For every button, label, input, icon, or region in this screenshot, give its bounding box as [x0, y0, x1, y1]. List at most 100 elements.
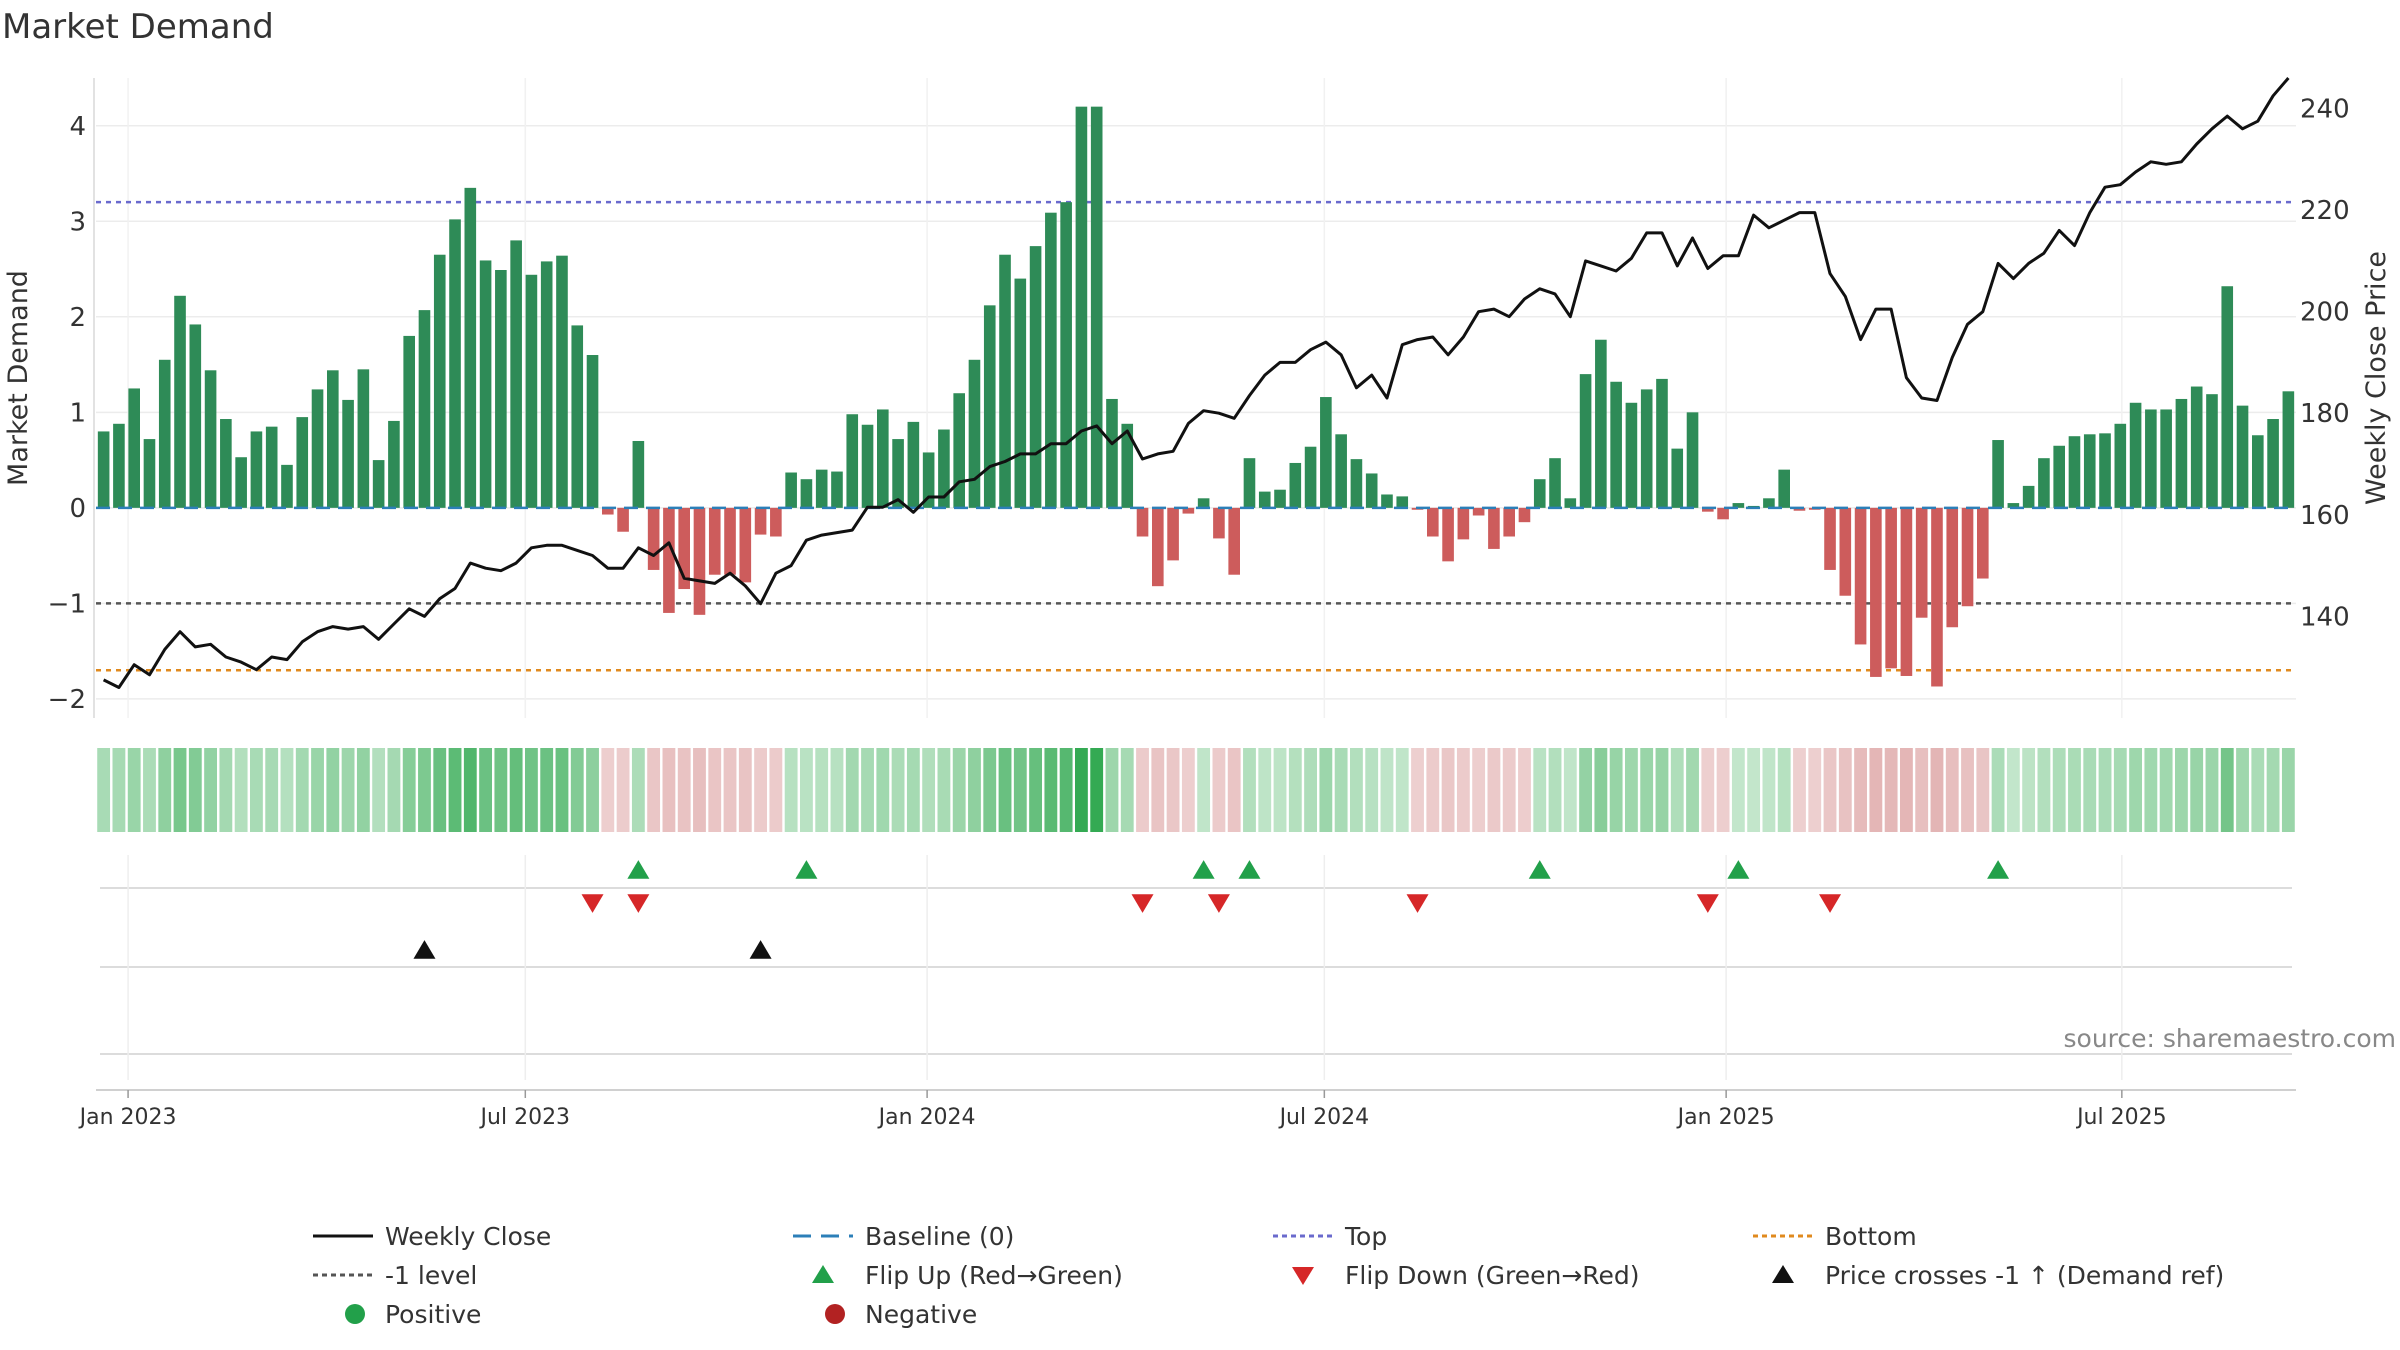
heat-cell	[2190, 748, 2204, 832]
demand-bar	[327, 370, 339, 508]
heat-cell	[204, 748, 217, 832]
demand-bar	[800, 479, 813, 508]
demand-bar	[2038, 458, 2050, 508]
legend-swatch-triangle-down	[1292, 1267, 1314, 1285]
heat-cell	[1227, 748, 1241, 832]
demand-bar	[708, 507, 721, 575]
heat-cell	[1716, 748, 1730, 832]
legend-item: Price crosses -1 ↑ (Demand ref)	[1772, 1261, 2224, 1290]
demand-bar	[1549, 458, 1561, 508]
y2-tick-label: 240	[2300, 94, 2350, 124]
heat-cell	[341, 748, 355, 832]
heat-cell	[2022, 748, 2036, 832]
demand-bar	[525, 274, 538, 508]
y2-axis-ticks: 240 220 200 180 160 140	[2300, 94, 2350, 632]
heat-cell	[1548, 748, 1562, 832]
heat-cell	[1365, 748, 1379, 832]
demand-bar	[754, 507, 767, 535]
heat-cell	[2083, 748, 2097, 832]
x-axis-ticks: Jan 2023 Jul 2023 Jan 2024 Jul 2024 Jan 2025…	[78, 1090, 2167, 1130]
demand-bar	[1854, 507, 1867, 645]
heat-cell	[143, 748, 156, 832]
heat-cell	[2220, 748, 2234, 832]
heat-cell	[586, 748, 599, 832]
demand-bar	[1625, 402, 1638, 508]
flip-down-marker	[1406, 894, 1429, 913]
y2-tick-label: 160	[2300, 501, 2350, 531]
demand-bar	[861, 424, 874, 508]
heat-cell	[1808, 748, 1822, 832]
heat-cell	[1609, 748, 1623, 832]
heat-cell	[448, 748, 462, 832]
heat-cell	[677, 748, 691, 832]
legend-item: Bottom	[1753, 1222, 1917, 1251]
heat-cell	[1487, 748, 1501, 832]
heat-cell	[1273, 748, 1287, 832]
demand-bar	[1350, 459, 1363, 508]
heat-cell	[570, 748, 584, 832]
flip-down-marker	[627, 894, 650, 913]
demand-bar	[1075, 106, 1088, 508]
y2-axis-label: Weekly Close Price	[2361, 251, 2392, 505]
legend-swatch-dot	[825, 1304, 845, 1324]
demand-bar	[1396, 496, 1409, 508]
flip-up-marker	[1987, 860, 2010, 879]
demand-bar	[2114, 423, 2127, 508]
heat-cell	[295, 748, 309, 832]
legend-label: Bottom	[1825, 1222, 1917, 1251]
heat-cell	[540, 748, 554, 832]
heat-cell	[845, 748, 859, 832]
source-note: source: sharemaestro.com	[2064, 1024, 2397, 1053]
heat-cell	[769, 748, 783, 832]
heat-cell	[1426, 748, 1440, 832]
demand-bar	[1915, 507, 1928, 618]
heat-cell	[2175, 748, 2188, 832]
heat-cell	[815, 748, 829, 832]
flip-down-marker	[581, 894, 604, 913]
heat-cell	[97, 748, 111, 832]
heat-cell	[1212, 748, 1226, 832]
heat-cell	[738, 748, 752, 832]
demand-bar	[953, 393, 965, 508]
demand-bar	[1381, 494, 1393, 508]
demand-bar	[1488, 507, 1500, 549]
heat-cell	[372, 748, 386, 832]
demand-bar	[1671, 448, 1684, 508]
demand-bar	[143, 439, 156, 508]
heat-cell	[555, 748, 569, 832]
demand-bar	[2282, 391, 2295, 508]
y2-tick-label: 180	[2300, 399, 2350, 429]
demand-bar	[2175, 398, 2188, 508]
demand-bar	[1121, 423, 1134, 508]
demand-bar	[388, 420, 400, 508]
demand-bar	[1243, 458, 1256, 508]
heat-cell	[326, 748, 340, 832]
demand-bar	[449, 219, 461, 508]
legend-item: Flip Up (Red→Green)	[812, 1261, 1123, 1290]
y2-tick-label: 140	[2300, 602, 2350, 632]
demand-bar	[602, 507, 614, 515]
heat-cell	[647, 748, 661, 832]
heat-cell	[800, 748, 813, 832]
demand-bar	[1732, 503, 1745, 508]
demand-bar	[663, 507, 675, 613]
heat-cell	[188, 748, 202, 832]
legend-label: Negative	[865, 1300, 977, 1329]
demand-bar	[1839, 507, 1852, 596]
demand-bar	[418, 310, 431, 508]
demand-bar	[877, 409, 889, 508]
demand-bar	[1136, 507, 1149, 537]
demand-bar	[1763, 498, 1775, 508]
demand-bar	[204, 370, 217, 508]
demand-bar	[815, 469, 828, 508]
heat-cell	[1105, 748, 1119, 832]
demand-bar	[1992, 440, 2004, 508]
y-tick-label: 2	[69, 303, 86, 333]
heat-cell	[1151, 748, 1165, 832]
heat-cell	[662, 748, 676, 832]
legend-item: Negative	[825, 1300, 977, 1329]
demand-bar	[1579, 374, 1592, 508]
demand-bar	[372, 460, 385, 508]
legend-item: Weekly Close	[313, 1222, 551, 1251]
heat-cell	[1518, 748, 1531, 832]
